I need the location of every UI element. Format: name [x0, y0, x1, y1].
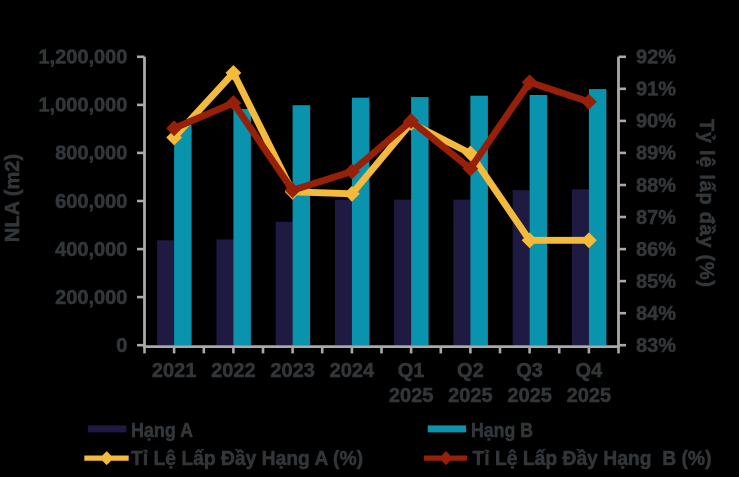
- svg-text:88%: 88%: [636, 175, 676, 197]
- svg-text:Q1: Q1: [398, 360, 425, 382]
- svg-text:89%: 89%: [636, 143, 676, 165]
- svg-text:85%: 85%: [636, 271, 676, 293]
- svg-text:800,000: 800,000: [55, 143, 127, 165]
- svg-text:2025: 2025: [567, 385, 612, 407]
- svg-text:Q4: Q4: [576, 360, 604, 382]
- svg-text:NLA (m2): NLA (m2): [2, 154, 24, 242]
- svg-text:600,000: 600,000: [55, 191, 127, 213]
- svg-text:91%: 91%: [636, 79, 676, 101]
- svg-text:Q3: Q3: [516, 360, 543, 382]
- svg-text:92%: 92%: [636, 47, 676, 69]
- svg-text:Tỉ Lệ Lấp Đầy Hạng B (%): Tỉ Lệ Lấp Đầy Hạng B (%): [473, 448, 712, 470]
- svg-text:87%: 87%: [636, 207, 676, 229]
- svg-text:200,000: 200,000: [55, 287, 127, 309]
- svg-text:83%: 83%: [636, 335, 676, 357]
- svg-text:0: 0: [116, 335, 127, 357]
- svg-text:90%: 90%: [636, 111, 676, 133]
- svg-text:2025: 2025: [448, 385, 493, 407]
- svg-text:Tỷ lệ lấp đầy (%): Tỷ lệ lấp đầy (%): [695, 119, 717, 287]
- svg-text:84%: 84%: [636, 303, 676, 325]
- svg-text:1,000,000: 1,000,000: [38, 95, 127, 117]
- svg-text:Q2: Q2: [457, 360, 484, 382]
- svg-text:400,000: 400,000: [55, 239, 127, 261]
- svg-text:2024: 2024: [330, 360, 375, 382]
- svg-text:Hạng A: Hạng A: [131, 420, 193, 442]
- svg-text:2021: 2021: [152, 360, 197, 382]
- svg-text:Tỉ Lệ Lấp Đầy Hạng A (%): Tỉ Lệ Lấp Đầy Hạng A (%): [131, 448, 363, 470]
- svg-text:2025: 2025: [389, 385, 434, 407]
- svg-text:2023: 2023: [270, 360, 315, 382]
- svg-text:1,200,000: 1,200,000: [38, 47, 127, 69]
- svg-text:86%: 86%: [636, 239, 676, 261]
- svg-text:2025: 2025: [507, 385, 552, 407]
- svg-text:Hạng B: Hạng B: [471, 420, 533, 442]
- svg-text:2022: 2022: [211, 360, 256, 382]
